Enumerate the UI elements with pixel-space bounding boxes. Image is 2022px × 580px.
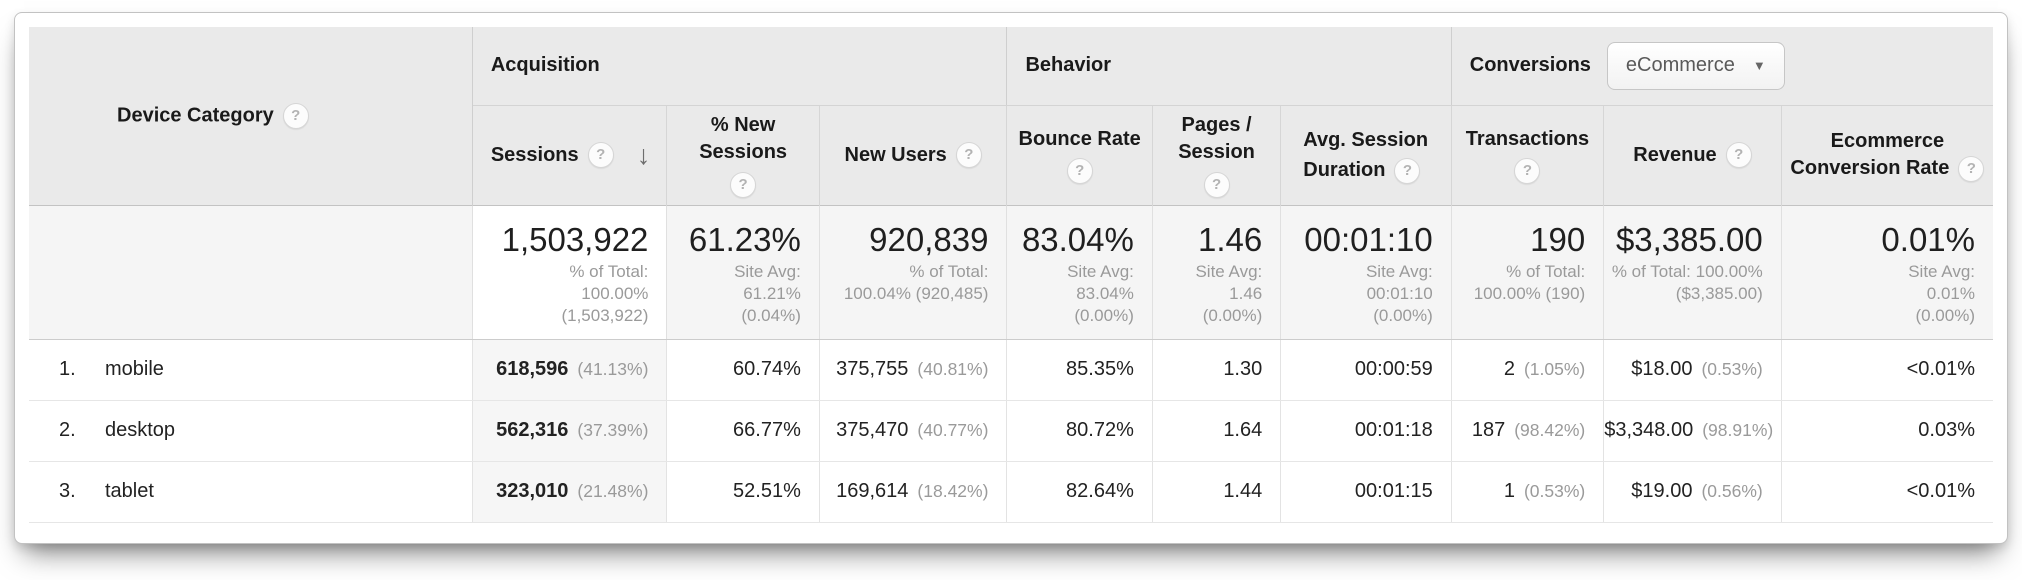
help-icon[interactable]: ? <box>1514 158 1541 185</box>
avg-duration-cell: 00:00:59 <box>1280 339 1452 401</box>
table-row-tablet[interactable]: 3. tablet 323,010 (21.48%) 52.51% 169,614(… <box>29 461 1993 523</box>
totals-sessions: 1,503,922 % of Total: 100.00% (1,503,922… <box>471 205 667 340</box>
column-header-pages-session[interactable]: Pages / Session ? <box>1151 105 1281 205</box>
new-users-cell: 375,755 (40.81%) <box>818 339 1007 401</box>
revenue-cell: $3,348.00 (98.91%) <box>1603 400 1782 462</box>
pages-session-cell: 1.64 <box>1151 400 1281 462</box>
column-header-device-category[interactable]: Device Category? <box>29 27 473 205</box>
new-users-cell: 375,470 (40.77%) <box>818 400 1007 462</box>
totals-row: 1,503,922 % of Total: 100.00% (1,503,922… <box>29 205 1993 340</box>
pct-new-sessions-cell: 60.74% <box>666 339 820 401</box>
bounce-rate-cell: 82.64% <box>1006 461 1153 523</box>
device-label: desktop <box>105 419 176 441</box>
help-icon[interactable]: ? <box>1066 158 1093 185</box>
totals-pct-new-sessions: 61.23% Site Avg: 61.21% (0.04%) <box>666 205 820 340</box>
help-icon[interactable]: ? <box>730 171 757 198</box>
revenue-cell: $19.00 (0.56%) <box>1603 461 1782 523</box>
column-header-sessions[interactable]: Sessions? ↓ <box>471 105 667 205</box>
ecom-rate-cell: 0.03% <box>1780 400 1993 462</box>
transactions-cell: 1 (0.53%) <box>1450 461 1604 523</box>
help-icon[interactable]: ? <box>1394 157 1421 184</box>
group-header-conversions: Conversions eCommerce ▼ <box>1450 27 1993 106</box>
device-cell: 3. tablet <box>29 461 473 523</box>
device-cell: 2. desktop <box>29 400 473 462</box>
help-icon[interactable]: ? <box>1958 155 1985 182</box>
row-rank: 1. <box>59 358 76 380</box>
revenue-cell: $18.00 (0.53%) <box>1603 339 1782 401</box>
avg-duration-label: Avg. Session Duration <box>1303 129 1429 181</box>
pages-session-cell: 1.30 <box>1151 339 1281 401</box>
revenue-label: Revenue <box>1633 143 1717 166</box>
transactions-cell: 2 (1.05%) <box>1450 339 1604 401</box>
behavior-label: Behavior <box>1025 54 1112 77</box>
bounce-rate-cell: 85.35% <box>1006 339 1153 401</box>
column-header-transactions[interactable]: Transactions ? <box>1450 105 1604 205</box>
totals-transactions: 190 % of Total: 100.00% (190) <box>1450 205 1604 340</box>
pages-session-label: Pages / Session <box>1178 114 1255 163</box>
column-header-ecom-rate[interactable]: Ecommerce Conversion Rate? <box>1780 105 1993 205</box>
help-icon[interactable]: ? <box>1725 142 1752 169</box>
device-category-label: Device Category <box>117 104 274 127</box>
column-header-bounce-rate[interactable]: Bounce Rate ? <box>1006 105 1153 205</box>
totals-ecom-rate: 0.01% Site Avg: 0.01% (0.00%) <box>1780 205 1993 340</box>
pct-new-sessions-label: % New Sessions <box>699 114 788 163</box>
transactions-label: Transactions <box>1465 127 1590 150</box>
device-cell: 1. mobile <box>29 339 473 401</box>
device-label: tablet <box>105 480 154 502</box>
column-header-avg-session-duration[interactable]: Avg. Session Duration? <box>1280 105 1452 205</box>
conversions-label: Conversions <box>1469 54 1591 77</box>
sort-descending-icon[interactable]: ↓ <box>636 139 651 170</box>
help-icon[interactable]: ? <box>587 142 614 168</box>
totals-bounce-rate: 83.04% Site Avg: 83.04% (0.00%) <box>1006 205 1153 340</box>
ecom-rate-cell: <0.01% <box>1780 461 1993 523</box>
totals-avg-duration: 00:01:10 Site Avg: 00:01:10 (0.00%) <box>1280 205 1452 340</box>
ecom-rate-cell: <0.01% <box>1780 339 1993 401</box>
totals-revenue: $3,385.00 % of Total: 100.00% ($3,385.00… <box>1603 205 1782 340</box>
new-users-cell: 169,614 (18.42%) <box>818 461 1007 523</box>
new-users-label: New Users <box>844 143 947 166</box>
bounce-rate-cell: 80.72% <box>1006 400 1153 462</box>
ecom-rate-label: Ecommerce Conversion Rate <box>1790 130 1950 179</box>
conversions-type-value: eCommerce <box>1625 54 1735 77</box>
avg-duration-cell: 00:01:18 <box>1280 400 1452 462</box>
group-header-acquisition: Acquisition <box>471 27 1007 106</box>
device-category-table: Device Category? Acquisition Behavior Co… <box>29 27 1993 523</box>
totals-pages-session: 1.46 Site Avg: 1.46 (0.00%) <box>1151 205 1281 340</box>
totals-new-users: 920,839 % of Total: 100.04% (920,485) <box>818 205 1007 340</box>
sessions-cell: 562,316 (37.39%) <box>471 400 667 462</box>
transactions-cell: 187 (98.42%) <box>1450 400 1604 462</box>
table-row-mobile[interactable]: 1. mobile 618,596 (41.13%) 60.74% 375,755(… <box>29 339 1993 401</box>
pct-new-sessions-cell: 52.51% <box>666 461 820 523</box>
row-rank: 2. <box>59 419 76 441</box>
conversions-type-dropdown[interactable]: eCommerce ▼ <box>1606 41 1785 90</box>
bounce-rate-label: Bounce Rate <box>1018 127 1141 150</box>
totals-device-cell <box>29 205 473 340</box>
pct-new-sessions-cell: 66.77% <box>666 400 820 462</box>
pages-session-cell: 1.44 <box>1151 461 1281 523</box>
acquisition-label: Acquisition <box>490 54 600 77</box>
help-icon[interactable]: ? <box>1203 171 1230 198</box>
table-row-desktop[interactable]: 2. desktop 562,316 (37.39%) 66.77% 375,470… <box>29 400 1993 462</box>
group-header-behavior: Behavior <box>1006 27 1452 106</box>
row-rank: 3. <box>59 480 76 502</box>
report-card: Device Category? Acquisition Behavior Co… <box>14 12 2008 544</box>
help-icon[interactable]: ? <box>282 102 309 129</box>
avg-duration-cell: 00:01:15 <box>1280 461 1452 523</box>
sessions-cell: 618,596 (41.13%) <box>471 339 667 401</box>
column-header-new-users[interactable]: New Users? <box>818 105 1007 205</box>
column-header-revenue[interactable]: Revenue? <box>1603 105 1782 205</box>
sessions-cell: 323,010 (21.48%) <box>471 461 667 523</box>
help-icon[interactable]: ? <box>955 142 982 169</box>
sessions-label: Sessions <box>490 143 579 166</box>
device-label: mobile <box>105 358 164 380</box>
dropdown-caret-icon: ▼ <box>1752 58 1766 74</box>
column-header-pct-new-sessions[interactable]: % New Sessions ? <box>666 105 820 205</box>
